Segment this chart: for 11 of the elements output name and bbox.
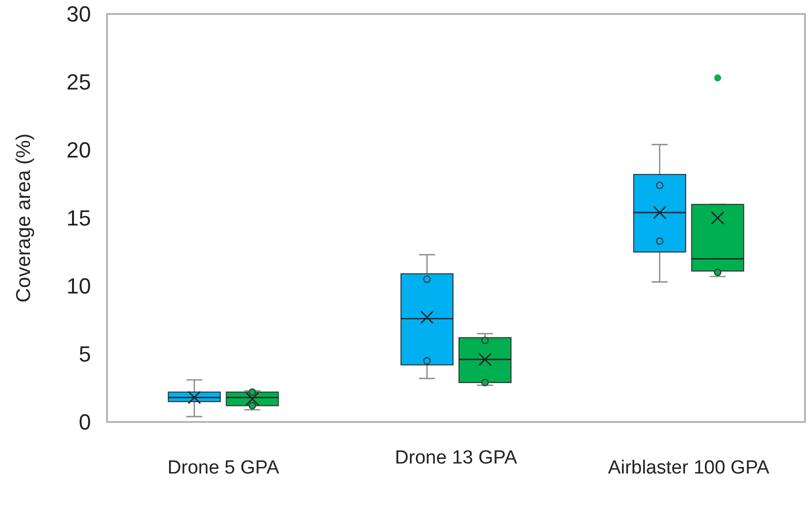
y-tick-label: 25 xyxy=(66,70,91,94)
y-tick-label: 0 xyxy=(78,410,91,434)
y-tick-label: 15 xyxy=(66,206,91,230)
y-tick-label: 20 xyxy=(66,138,91,162)
x-tick-label: Drone 5 GPA xyxy=(168,458,280,478)
y-axis-title: Coverage area (%) xyxy=(13,134,35,302)
x-tick-label: Drone 13 GPA xyxy=(394,448,518,468)
y-tick-label: 30 xyxy=(66,2,91,26)
y-tick-label: 5 xyxy=(78,342,91,366)
y-tick-label: 10 xyxy=(66,274,91,298)
x-tick-label: Airblaster 100 GPA xyxy=(608,458,770,478)
